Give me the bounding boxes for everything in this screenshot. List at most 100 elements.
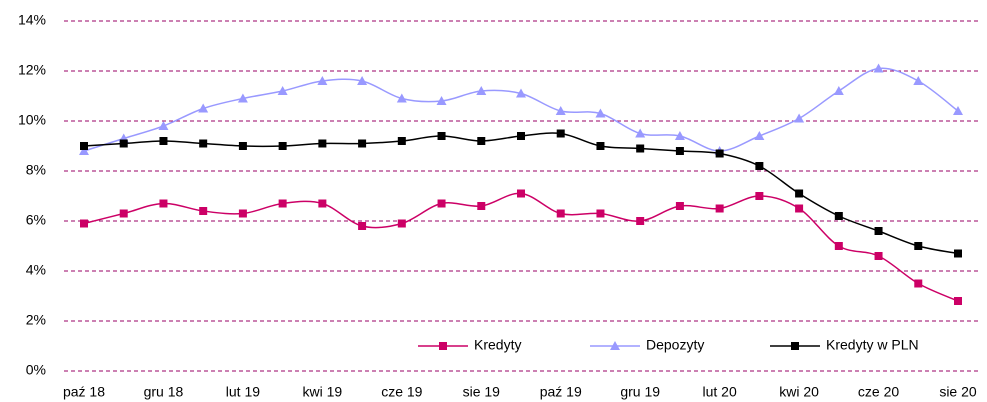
marker [914,279,923,288]
marker [397,219,406,228]
marker [595,108,606,118]
marker [556,209,565,218]
marker [874,252,883,260]
marker [755,162,764,170]
marker [873,63,884,73]
marker [833,86,844,95]
marker [237,93,248,103]
x-tick-label: paź 18 [63,384,105,400]
y-tick-label: 4% [26,262,46,278]
x-tick-label: kwi 19 [303,384,343,400]
marker [636,144,645,153]
series [80,189,962,305]
legend-item: Kredyty [418,337,521,353]
marker [436,96,447,105]
x-tick-label: cze 19 [381,384,422,400]
marker [517,189,525,198]
x-tick-label: lut 19 [226,384,260,400]
x-tick-label: gru 19 [620,384,660,400]
x-tick-label: paź 19 [540,384,582,400]
marker [437,199,446,208]
marker [159,137,168,145]
y-tick-label: 2% [26,312,46,328]
marker [397,137,406,145]
marker [199,207,208,215]
marker [636,217,645,225]
y-tick-label: 0% [26,362,46,378]
y-tick-label: 14% [18,12,46,28]
marker [439,342,447,350]
marker [795,204,804,213]
y-tick-label: 10% [18,112,46,128]
marker [358,222,367,230]
marker [596,142,605,150]
marker [954,297,962,305]
marker [318,199,327,208]
x-tick-label: sie 20 [939,384,977,400]
marker [953,106,963,115]
marker [755,192,764,200]
marker [396,93,407,103]
marker [596,209,605,218]
marker [119,139,128,148]
marker [914,242,923,250]
marker [358,139,367,148]
marker [754,131,765,140]
marker [159,199,168,208]
marker [556,129,565,138]
x-tick-label: gru 18 [144,384,184,400]
marker [715,204,724,213]
marker [277,86,288,95]
marker [317,76,328,85]
legend-label: Depozyty [646,337,704,353]
marker [874,227,883,235]
marker [791,342,799,350]
marker [119,209,128,218]
marker [834,242,843,250]
marker [238,209,247,218]
y-tick-label: 6% [26,212,46,228]
marker [674,131,685,140]
marker [199,139,208,148]
legend-item: Depozyty [590,337,704,353]
marker [437,132,446,140]
marker [795,189,804,198]
marker [80,219,88,228]
y-tick-label: 8% [26,162,46,178]
marker [516,88,526,98]
x-tick-label: kwi 20 [779,384,819,400]
marker [517,132,525,140]
marker [834,212,843,220]
marker [198,103,209,113]
marker [477,202,486,210]
marker [477,137,486,145]
marker [357,76,368,85]
marker [80,142,88,150]
marker [158,121,169,130]
marker [610,341,620,350]
marker [278,142,287,150]
marker [635,128,646,138]
marker [913,76,924,85]
marker [318,139,327,148]
marker [79,146,89,155]
x-tick-label: cze 20 [858,384,899,400]
marker [794,113,805,123]
marker [675,147,684,155]
marker [675,202,684,210]
marker [476,86,487,95]
marker [555,106,566,115]
x-tick-label: sie 19 [463,384,501,400]
marker [715,149,724,158]
legend-item: Kredyty w PLN [770,337,919,353]
series [80,129,962,258]
legend-label: Kredyty w PLN [826,337,919,353]
marker [954,249,962,258]
legend-label: Kredyty [474,337,521,353]
series [79,63,963,155]
y-tick-label: 12% [18,62,46,78]
x-tick-label: lut 20 [703,384,737,400]
marker [278,199,287,208]
marker [238,142,247,150]
